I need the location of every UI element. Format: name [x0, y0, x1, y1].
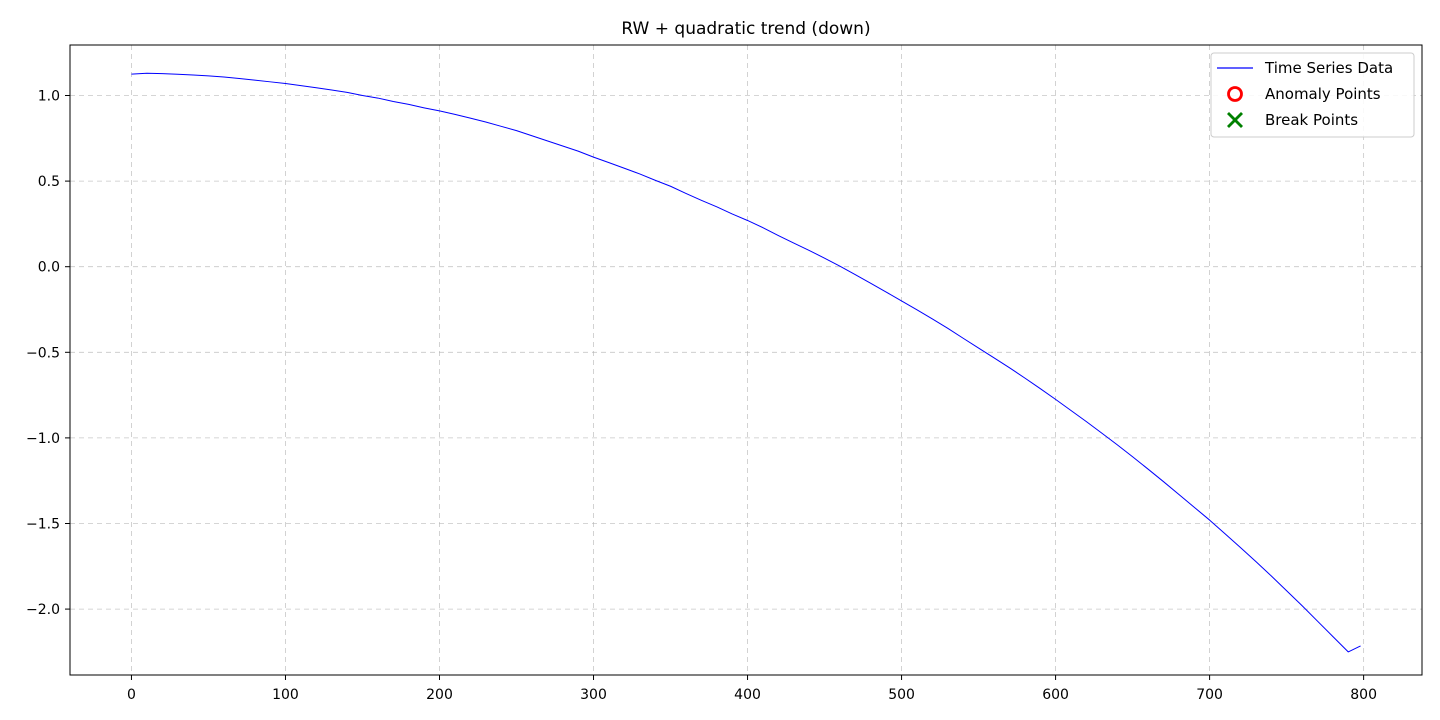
series-layer	[131, 72, 1361, 653]
legend: Time Series Data Anomaly Points Break Poin…	[1210, 52, 1415, 138]
y-tick-label: −1.0	[26, 431, 60, 447]
legend-label: Anomaly Points	[1265, 85, 1381, 103]
y-tick-label: 0.5	[38, 174, 60, 190]
y-tick-label: 0.0	[38, 260, 60, 276]
y-tick-label: −1.5	[26, 516, 60, 532]
y-tick-label: −2.0	[26, 602, 60, 618]
y-tick-label: −0.5	[26, 345, 60, 361]
chart-title: RW + quadratic trend (down)	[621, 19, 870, 39]
axis-ticks: 0 100 200 300 400 500 600 700 800 1.0 0.5 0.0 −0.5 −1…	[26, 89, 1377, 703]
legend-swatch-circle	[1227, 86, 1243, 102]
legend-label: Break Points	[1265, 111, 1358, 129]
x-tick-label: 700	[1196, 687, 1223, 703]
x-tick-label: 200	[426, 687, 453, 703]
legend-box	[1210, 52, 1415, 138]
grid	[70, 45, 1422, 675]
legend-label: Time Series Data	[1264, 59, 1393, 77]
x-tick-label: 500	[888, 687, 915, 703]
legend-swatch-x	[1227, 112, 1243, 128]
x-tick-label: 0	[127, 687, 136, 703]
x-tick-label: 400	[734, 687, 761, 703]
x-tick-label: 300	[580, 687, 607, 703]
y-tick-label: 1.0	[38, 89, 60, 105]
x-tick-label: 100	[272, 687, 299, 703]
x-tick-label: 800	[1350, 687, 1377, 703]
plot-area-frame	[69, 44, 1423, 676]
series-line-time-series-data	[131, 72, 1361, 653]
x-tick-label: 600	[1042, 687, 1069, 703]
